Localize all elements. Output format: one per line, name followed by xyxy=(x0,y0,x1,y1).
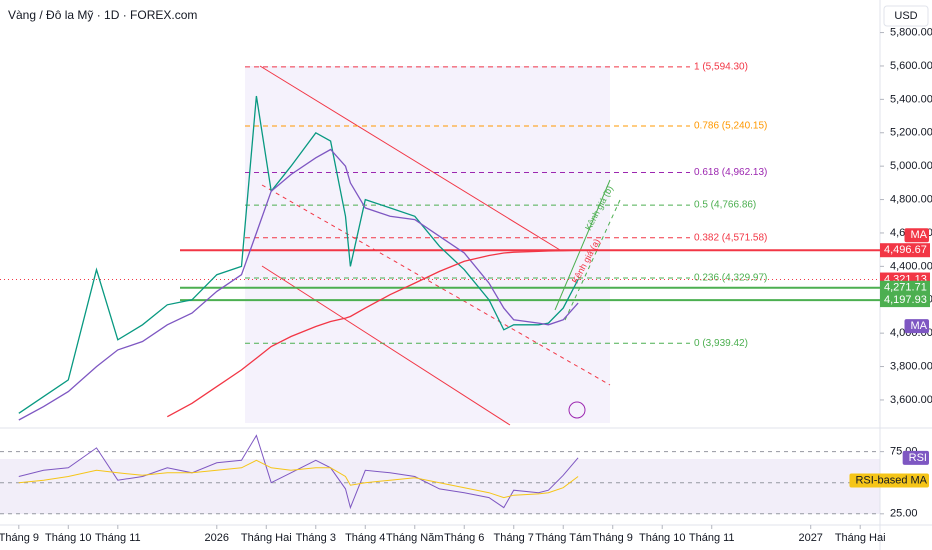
flash-icon[interactable] xyxy=(568,401,586,419)
x-tick-label: Tháng 3 xyxy=(296,532,336,544)
series-tag-label: RSI xyxy=(909,452,927,464)
fib-label: 0.5 (4,766.86) xyxy=(694,200,756,211)
y-tick-label: 25.00 xyxy=(890,508,918,520)
y-tick-label: 5,200.00 xyxy=(890,127,932,139)
currency-box[interactable] xyxy=(883,5,929,27)
x-tick-label: Tháng 9 xyxy=(0,532,39,544)
series-tag-label: MA xyxy=(911,229,928,241)
channel-line xyxy=(259,65,561,251)
y-tick-label: 3,800.00 xyxy=(890,360,932,372)
channel-line xyxy=(564,199,621,321)
x-tick-label: Tháng Tám xyxy=(535,532,591,544)
range-box xyxy=(245,66,610,423)
series-line xyxy=(18,95,579,414)
x-tick-label: Tháng 10 xyxy=(639,532,685,544)
fib-label: 0.382 (4,571.58) xyxy=(694,232,767,243)
chart-title: Vàng / Đô la Mỹ · 1D · FOREX.com xyxy=(8,8,197,22)
price-tag xyxy=(880,293,930,308)
y-tick-label: 5,800.00 xyxy=(890,26,932,38)
series-line xyxy=(18,459,579,499)
fib-label: 0.786 (5,240.15) xyxy=(694,121,767,132)
series-line xyxy=(18,148,579,421)
series-tag xyxy=(902,450,929,465)
price-tag-label: 4,271.71 xyxy=(884,282,927,294)
channel-line xyxy=(261,184,611,386)
price-tag-label: 4,496.67 xyxy=(884,244,927,256)
y-tick-label: 4,400.00 xyxy=(890,260,932,272)
x-tick-label: Tháng Hai xyxy=(241,532,292,544)
fib-label: 1 (5,594.30) xyxy=(694,62,748,73)
series-tag xyxy=(849,473,929,488)
y-tick-label: 5,600.00 xyxy=(890,60,932,72)
price-tag xyxy=(880,280,930,295)
x-tick-label: Tháng 7 xyxy=(494,532,534,544)
x-tick-label: 2027 xyxy=(798,532,822,544)
y-tick-label: 5,400.00 xyxy=(890,93,932,105)
series-tag xyxy=(904,228,929,243)
channel-line xyxy=(261,265,511,426)
x-tick-label: Tháng 11 xyxy=(95,532,141,544)
x-tick-label: Tháng 4 xyxy=(345,532,385,544)
rsi-band xyxy=(0,459,880,514)
y-tick-label: 4,800.00 xyxy=(890,193,932,205)
fib-label: 0.236 (4,329.97) xyxy=(694,273,767,284)
y-tick-label: 3,600.00 xyxy=(890,394,932,406)
series-line xyxy=(166,249,579,418)
price-tag-label: 4,197.93 xyxy=(884,294,927,306)
series-tag xyxy=(904,319,929,334)
fib-label: 0.618 (4,962.13) xyxy=(694,167,767,178)
x-tick-label: Tháng 11 xyxy=(689,532,735,544)
currency: USD xyxy=(894,10,917,22)
x-tick-label: 2026 xyxy=(205,532,229,544)
x-tick-label: Tháng 10 xyxy=(45,532,91,544)
x-tick-label: Tháng 9 xyxy=(593,532,633,544)
x-tick-label: Tháng 6 xyxy=(444,532,484,544)
x-tick-label: Tháng Năm xyxy=(386,532,443,544)
x-tick-label: Tháng Hai xyxy=(835,532,886,544)
series-tag-label: MA xyxy=(911,320,928,332)
y-tick-label: 5,000.00 xyxy=(890,160,932,172)
series-tag-label: RSI-based MA xyxy=(855,474,927,486)
fib-label: 0 (3,939.42) xyxy=(694,338,748,349)
price-tag xyxy=(880,243,930,258)
